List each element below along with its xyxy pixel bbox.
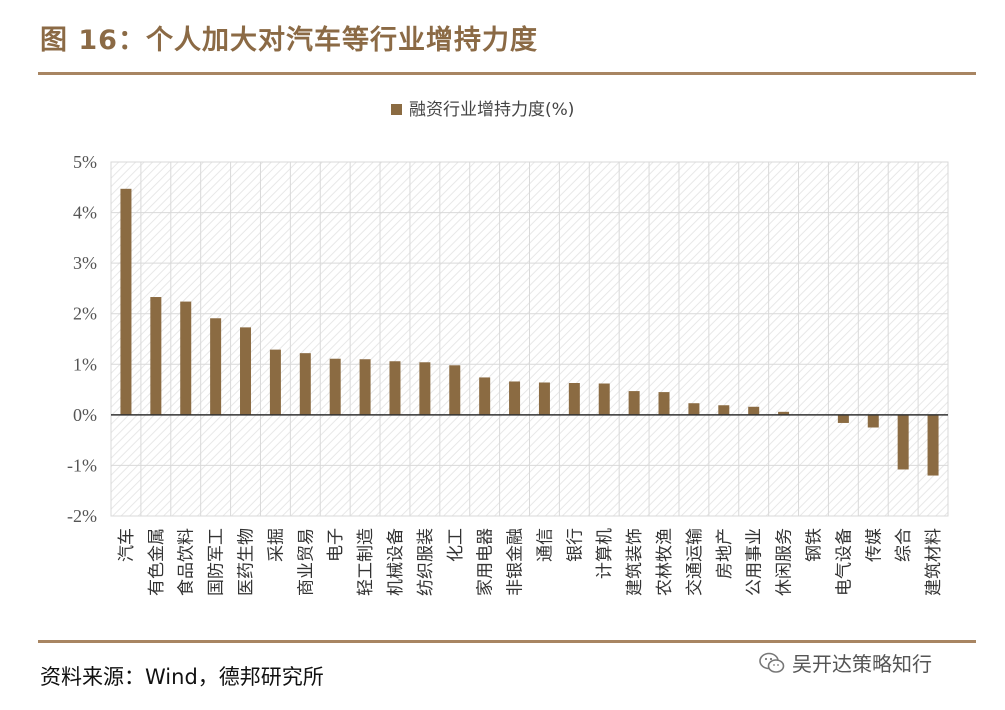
top-rule [38, 72, 976, 75]
y-tick-label: 5% [73, 152, 97, 172]
bar [837, 414, 849, 423]
x-tick-label: 医药生物 [237, 528, 257, 596]
y-tick-label: 1% [73, 354, 97, 374]
x-tick-label: 电子 [326, 528, 346, 562]
bar [210, 318, 222, 415]
bars [120, 188, 939, 476]
x-tick-label: 化工 [446, 528, 466, 562]
watermark-text: 吴开达策略知行 [792, 652, 932, 676]
x-tick-label: 建筑材料 [924, 528, 944, 596]
bar [658, 392, 670, 415]
bottom-rule [38, 640, 976, 643]
y-tick-label: 3% [73, 253, 97, 273]
bar [180, 301, 192, 415]
x-tick-label: 食品饮料 [177, 528, 197, 596]
y-tick-label: 2% [73, 304, 97, 324]
x-tick-label: 建筑装饰 [625, 528, 645, 596]
bar [329, 358, 341, 415]
x-tick-label: 电气设备 [834, 528, 854, 596]
x-tick-label: 钢铁 [804, 528, 824, 562]
bar [299, 353, 311, 415]
x-tick-label: 休闲服务 [775, 528, 795, 596]
bar [628, 391, 640, 415]
x-axis: 汽车 有色金属 食品饮料 国防军工 医药生物 采掘 商业贸易 电子 轻工制造 机械设备 纺织服装 化工… [117, 528, 944, 596]
figure-title: 图 16：个人加大对汽车等行业增持力度 [40, 25, 538, 56]
bar [150, 297, 162, 415]
x-tick-label: 国防军工 [207, 528, 227, 596]
bar [449, 365, 461, 415]
x-tick-label: 公用事业 [745, 528, 765, 596]
chart-legend: 融资行业增持力度(%) [391, 100, 574, 120]
x-tick-label: 银行 [565, 528, 585, 562]
x-tick-label: 有色金属 [147, 528, 167, 596]
bar [509, 381, 521, 415]
bar [598, 383, 610, 415]
x-tick-label: 房地产 [715, 528, 735, 579]
x-tick-label: 农林牧渔 [655, 528, 675, 596]
x-tick-label: 非银金融 [506, 528, 526, 596]
bar [389, 361, 401, 415]
bar [718, 405, 730, 415]
bar [867, 414, 879, 428]
bar [748, 406, 760, 415]
x-tick-label: 采掘 [266, 528, 286, 562]
y-tick-label: 4% [73, 203, 97, 223]
x-tick-label: 家用电器 [476, 528, 496, 596]
bar [688, 403, 700, 415]
bar-chart: 融资行业增持力度(%) -2% -1% 0% 1% 2% 3% 4% 5% 汽车 有色金属 食品饮… [67, 100, 949, 596]
bar [778, 411, 790, 415]
bar [568, 382, 580, 415]
x-tick-label: 汽车 [117, 528, 137, 562]
y-axis: -2% -1% 0% 1% 2% 3% 4% 5% [67, 152, 97, 526]
x-tick-label: 纺织服装 [416, 528, 436, 596]
bar [419, 362, 431, 415]
source-note: 资料来源：Wind，德邦研究所 [40, 665, 324, 689]
legend-label: 融资行业增持力度(%) [409, 100, 574, 120]
y-tick-label: -2% [67, 506, 97, 526]
x-tick-label: 计算机 [595, 528, 615, 579]
x-tick-label: 传媒 [864, 528, 884, 562]
y-tick-label: 0% [73, 405, 97, 425]
bar [538, 382, 550, 415]
legend-swatch [391, 104, 402, 115]
bar [927, 414, 939, 476]
x-tick-label: 交通运输 [685, 528, 705, 596]
watermark: 吴开达策略知行 [758, 648, 932, 677]
y-tick-label: -1% [67, 455, 97, 475]
x-tick-label: 通信 [535, 528, 555, 562]
bar [897, 414, 909, 470]
x-tick-label: 综合 [894, 528, 914, 562]
bar [240, 327, 252, 415]
bar [359, 359, 371, 415]
bar [269, 349, 281, 415]
wechat-icon [759, 652, 785, 673]
bar [120, 188, 132, 415]
x-tick-label: 轻工制造 [356, 528, 376, 596]
x-tick-label: 机械设备 [386, 528, 406, 596]
bar [479, 377, 491, 415]
x-tick-label: 商业贸易 [296, 528, 316, 596]
